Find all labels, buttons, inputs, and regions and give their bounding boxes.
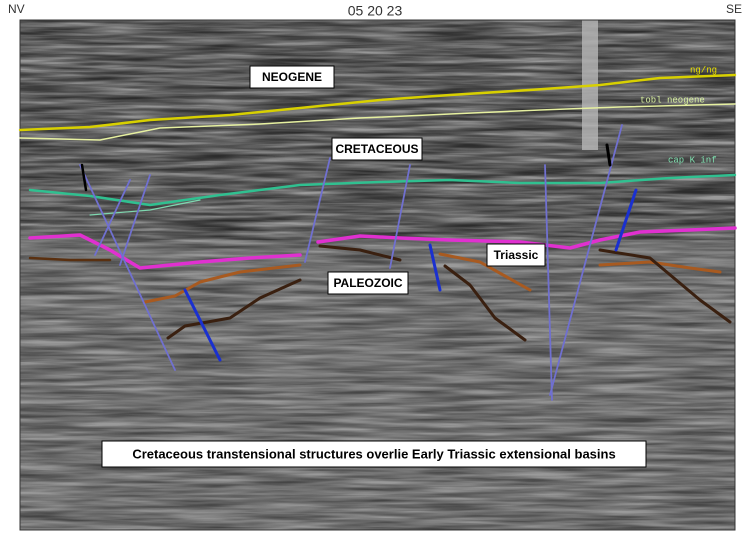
fault xyxy=(94,179,131,256)
horizon-dark-3 xyxy=(598,248,732,324)
fault xyxy=(119,174,151,266)
horizon-dark xyxy=(166,278,302,340)
texture-dark xyxy=(20,20,735,240)
horizon-yellow xyxy=(18,73,737,132)
horizon-yellow-2 xyxy=(19,103,736,141)
horizon-label: cap K inf xyxy=(668,155,717,165)
fault-bold xyxy=(183,288,222,362)
horizon-label: ng/ng xyxy=(690,65,717,75)
fault-black xyxy=(605,143,612,167)
horizon-brown-2 xyxy=(318,244,402,262)
fault-black xyxy=(80,163,88,192)
fault xyxy=(544,164,553,401)
horizon-orange xyxy=(143,263,302,304)
label-triassic: Triassic xyxy=(494,248,539,262)
fault xyxy=(549,124,623,396)
fault-bold xyxy=(614,188,638,252)
fault-bold xyxy=(428,243,442,292)
label-box xyxy=(327,271,409,295)
horizon-orange-2 xyxy=(438,252,532,292)
header-left: NV xyxy=(8,2,25,16)
header-right: SE xyxy=(726,2,742,16)
caption: Cretaceous transtensional structures ove… xyxy=(132,446,615,461)
horizon-green-2 xyxy=(89,199,201,216)
horizon-dark-2 xyxy=(443,264,527,342)
fault xyxy=(304,157,331,263)
horizon-orange-3 xyxy=(598,260,722,274)
horizon-brown xyxy=(28,256,112,262)
label-box xyxy=(486,243,546,267)
frame xyxy=(19,19,736,531)
label-cretaceous: CRETACEOUS xyxy=(335,142,418,156)
caption-box xyxy=(101,440,647,468)
fault xyxy=(79,164,176,371)
fault xyxy=(389,164,411,269)
label-box xyxy=(331,137,423,161)
faults xyxy=(79,124,638,401)
label-paleozoic: PALEOZOIC xyxy=(333,276,402,290)
horizon-label: tobl neogene xyxy=(640,95,705,105)
header-center: 05 20 23 xyxy=(348,3,403,19)
label-box xyxy=(249,65,335,89)
horizon-green xyxy=(28,173,737,207)
label-neogene: NEOGENE xyxy=(262,70,322,84)
horizon-magenta xyxy=(28,233,302,270)
horizons xyxy=(18,73,737,342)
